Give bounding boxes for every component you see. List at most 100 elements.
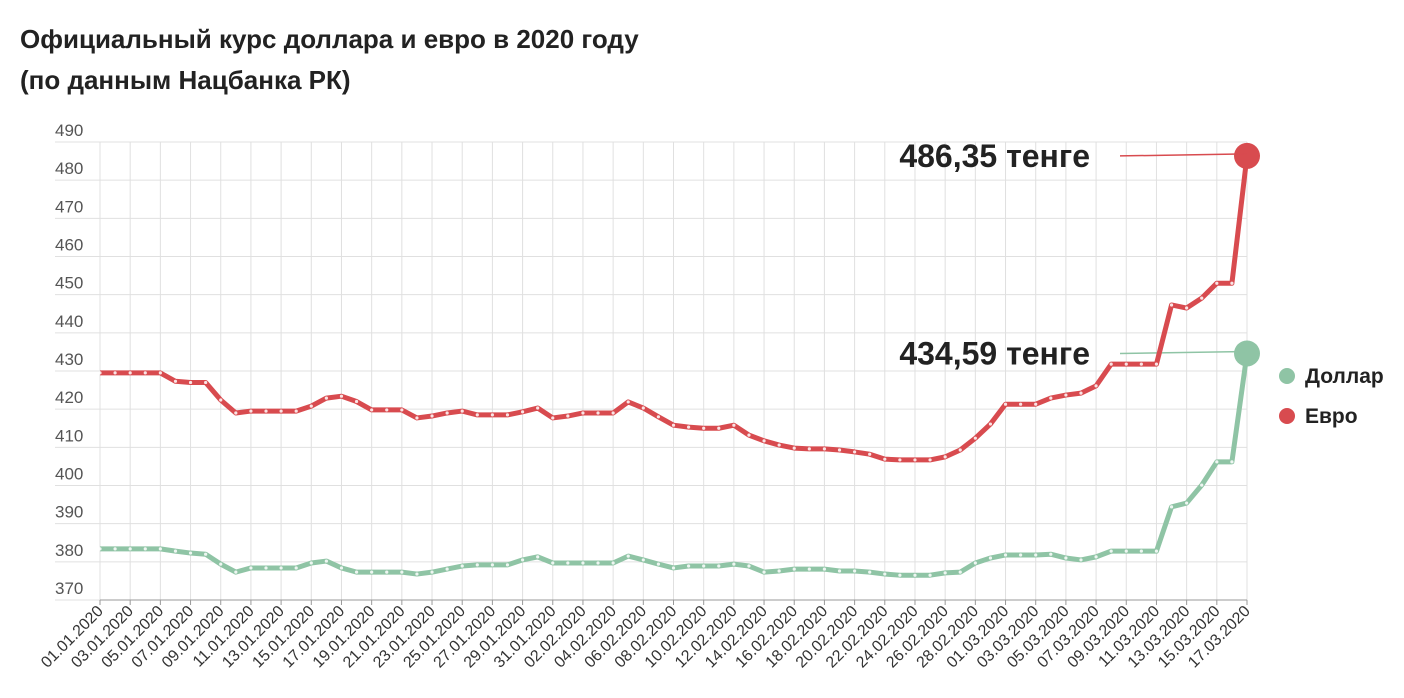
y-tick-label: 450: [55, 274, 83, 293]
point: [928, 573, 932, 577]
point: [853, 569, 857, 573]
point: [1154, 549, 1159, 553]
point: [1003, 402, 1008, 406]
point: [98, 547, 102, 551]
point: [702, 564, 706, 568]
point: [581, 561, 585, 565]
point: [1049, 396, 1053, 400]
point: [173, 549, 178, 553]
point: [234, 411, 238, 415]
point: [128, 547, 132, 551]
point: [1124, 362, 1128, 366]
point: [204, 380, 208, 385]
point: [505, 413, 510, 417]
annotation: 434,59 тенге: [899, 335, 1090, 371]
point: [777, 569, 781, 573]
point: [490, 563, 494, 567]
y-tick-label: 440: [55, 312, 83, 331]
point: [1003, 553, 1008, 557]
point: [762, 570, 766, 574]
point: [1185, 501, 1189, 505]
point: [158, 547, 162, 551]
point: [641, 406, 645, 410]
point: [475, 413, 479, 417]
point: [807, 567, 811, 571]
legend-marker: [1279, 368, 1295, 384]
chart-title: Официальный курс доллара и евро в 2020 г…: [20, 24, 639, 54]
point: [475, 563, 479, 567]
point: [158, 371, 162, 375]
y-tick-label: 480: [55, 159, 83, 178]
y-tick-label: 490: [55, 121, 83, 140]
point: [354, 399, 359, 404]
point: [460, 409, 464, 413]
y-tick-label: 430: [55, 350, 83, 369]
point: [415, 416, 419, 420]
point: [1169, 505, 1174, 509]
point: [1094, 384, 1098, 388]
point: [520, 410, 525, 414]
point: [1079, 558, 1083, 562]
point: [717, 426, 721, 430]
point: [913, 573, 917, 577]
point: [445, 567, 449, 571]
point: [1200, 296, 1204, 300]
point: [943, 571, 947, 575]
point: [279, 409, 283, 413]
point: [732, 562, 736, 566]
point: [249, 409, 253, 413]
y-tick-label: 390: [55, 503, 83, 522]
point: [264, 409, 268, 413]
point: [611, 561, 615, 565]
point: [354, 570, 359, 574]
point: [1230, 281, 1234, 285]
point: [430, 414, 434, 418]
point: [400, 408, 404, 412]
point: [1169, 303, 1174, 307]
point: [143, 547, 147, 551]
point: [822, 447, 827, 451]
point: [309, 404, 313, 408]
point: [973, 436, 977, 440]
point: [128, 371, 132, 375]
chart-subtitle: (по данным Нацбанка РК): [20, 65, 351, 95]
point: [294, 409, 298, 413]
point: [279, 566, 283, 570]
legend-label: Доллар: [1305, 365, 1384, 388]
point: [1064, 556, 1068, 560]
point: [1094, 555, 1098, 559]
point: [1034, 553, 1038, 557]
point: [400, 570, 404, 574]
point: [551, 416, 555, 420]
point: [264, 566, 268, 570]
point: [807, 447, 811, 451]
point: [988, 556, 993, 560]
point: [898, 458, 902, 462]
point: [566, 414, 570, 418]
point: [113, 371, 117, 375]
annotation-leader: [1119, 350, 1248, 355]
point: [913, 458, 917, 462]
point: [1124, 549, 1128, 553]
point: [898, 573, 902, 577]
point: [1109, 549, 1113, 553]
point: [702, 426, 706, 430]
point: [460, 564, 464, 568]
point: [762, 439, 766, 443]
point: [686, 425, 691, 429]
point: [988, 422, 993, 426]
point: [656, 415, 661, 419]
y-tick-label: 460: [55, 236, 83, 255]
point: [324, 396, 328, 400]
point: [596, 561, 600, 565]
point: [339, 566, 344, 570]
point: [596, 411, 600, 415]
end-point: [1234, 340, 1260, 367]
y-tick-label: 420: [55, 388, 83, 407]
point: [973, 561, 977, 565]
point: [1215, 281, 1219, 285]
point: [1049, 552, 1053, 556]
point: [249, 566, 253, 570]
point: [113, 547, 117, 551]
point: [671, 566, 676, 570]
